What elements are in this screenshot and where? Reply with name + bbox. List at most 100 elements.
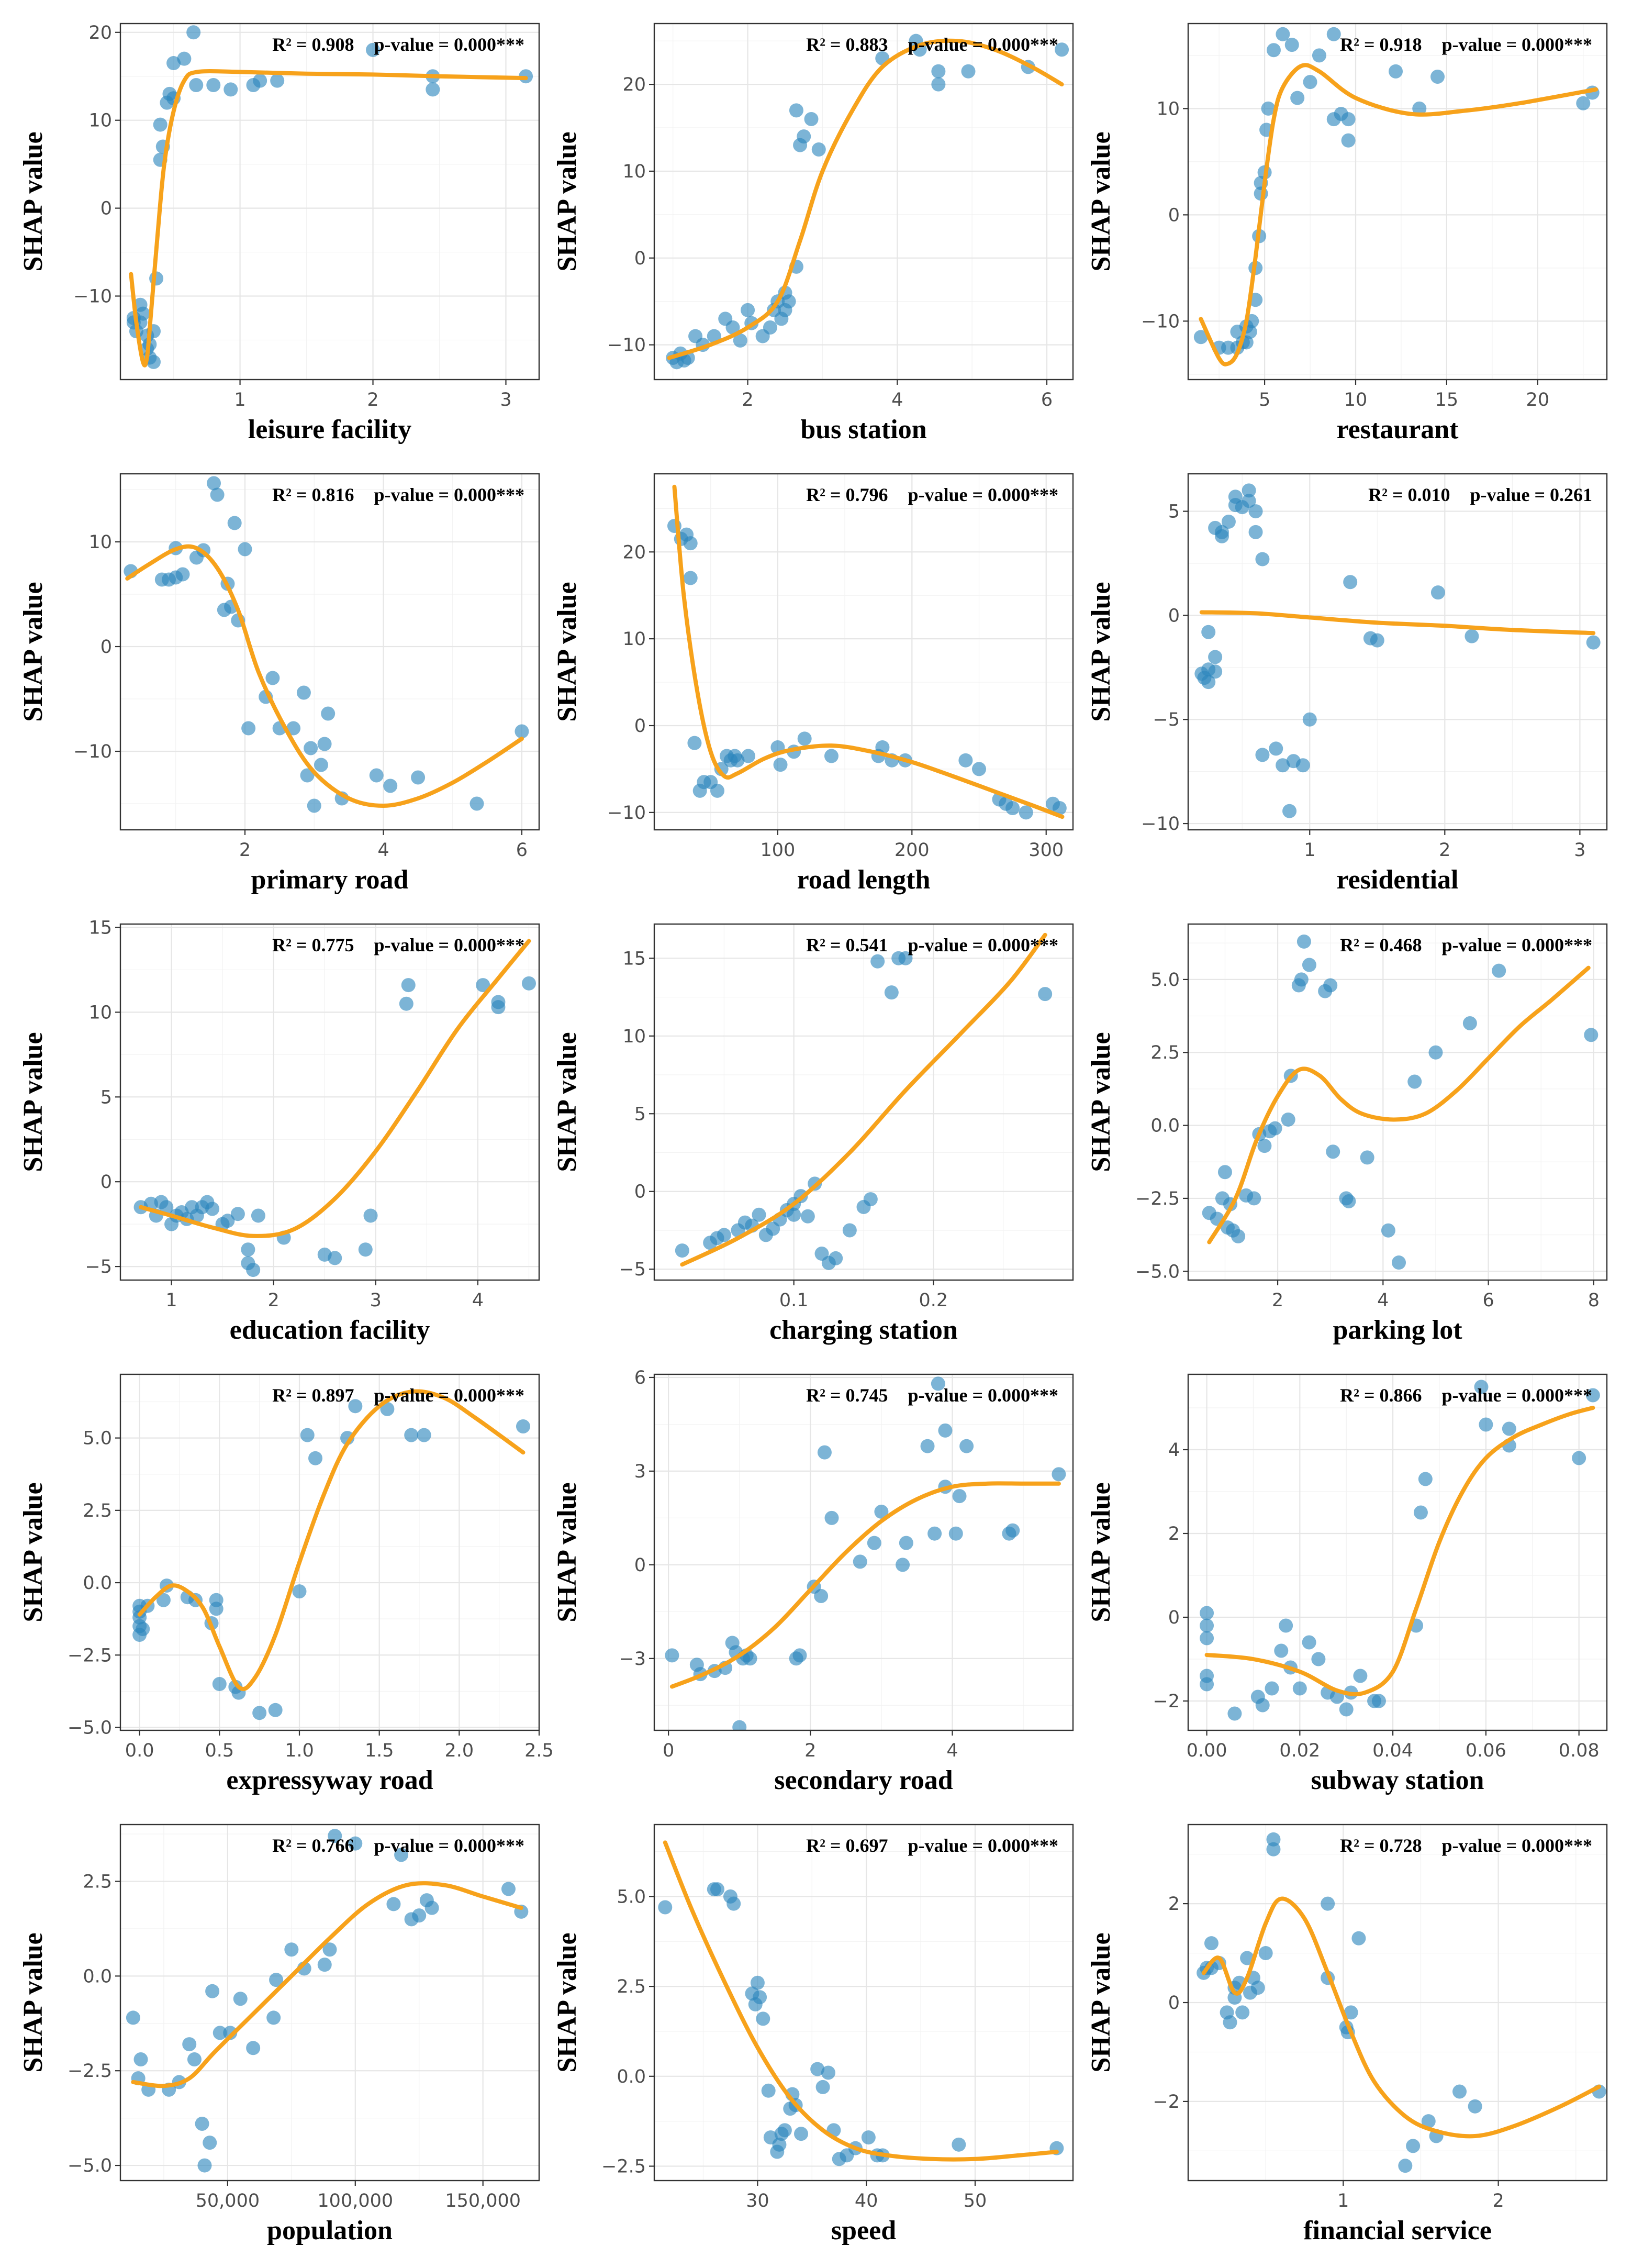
data-point	[1421, 2114, 1436, 2129]
x-tick-label: 4	[472, 1290, 484, 1311]
data-point	[821, 2065, 835, 2080]
data-point	[1584, 1028, 1599, 1042]
fit-curve	[137, 1389, 526, 1692]
y-tick-label: 2.5	[617, 1976, 646, 1997]
x-tick-label: 200	[895, 840, 930, 861]
data-point	[750, 1975, 765, 1990]
fit-curve	[139, 939, 531, 1238]
y-tick-label: 5.0	[1150, 970, 1180, 991]
data-point	[383, 779, 398, 793]
data-point	[241, 721, 256, 736]
data-point	[175, 567, 190, 582]
p-value-text: p-value = 0.000***	[908, 1835, 1058, 1856]
y-tick-label: −2.5	[1135, 1188, 1180, 1209]
data-point	[1398, 2159, 1413, 2173]
data-point	[348, 1399, 363, 1414]
x-axis-label: subway station	[1311, 1765, 1484, 1795]
data-point	[227, 516, 242, 530]
data-point	[399, 996, 413, 1011]
y-tick-label: 0	[1168, 205, 1180, 226]
data-point	[1279, 1618, 1293, 1633]
x-tick-label: 10	[1344, 390, 1368, 410]
data-point	[1302, 1635, 1316, 1650]
data-point	[1261, 101, 1276, 116]
data-point	[1221, 514, 1236, 529]
data-point	[824, 1510, 839, 1525]
x-tick-label: 100,000	[317, 2191, 393, 2211]
data-point	[286, 721, 301, 736]
data-layer	[126, 25, 533, 369]
data-point	[1370, 633, 1384, 648]
data-point	[1406, 2139, 1421, 2153]
data-point	[404, 1428, 419, 1442]
x-tick-label: 2	[1492, 2191, 1504, 2211]
data-point	[321, 706, 336, 721]
data-point	[205, 1202, 220, 1216]
fit-annotation: R² = 0.697 p-value = 0.000***	[806, 1835, 1058, 1856]
data-point	[177, 51, 192, 66]
plot-area	[120, 924, 539, 1280]
data-point	[136, 306, 150, 321]
y-tick-label: 0.0	[83, 1966, 112, 1987]
x-tick-label: 0.04	[1372, 1740, 1413, 1761]
x-tick-label: 2.0	[444, 1740, 474, 1761]
r-squared-text: R² = 0.866	[1340, 1385, 1422, 1406]
data-point	[1418, 1472, 1433, 1486]
data-point	[1360, 1150, 1374, 1165]
data-point	[1465, 629, 1479, 643]
fit-annotation: R² = 0.728 p-value = 0.000***	[1340, 1835, 1592, 1856]
data-point	[307, 798, 321, 813]
data-point	[1311, 1652, 1326, 1666]
data-layer	[1200, 1380, 1600, 1721]
data-point	[220, 1214, 235, 1228]
x-tick-label: 6	[516, 840, 528, 861]
x-tick-label: 1	[1304, 840, 1315, 861]
y-axis-label: SHAP value	[552, 1032, 582, 1172]
data-point	[1462, 1016, 1477, 1031]
x-axis-label: bus station	[800, 415, 926, 444]
y-axis-label: SHAP value	[1086, 582, 1116, 721]
x-tick-label: 2.5	[524, 1740, 554, 1761]
plot-area	[654, 24, 1073, 380]
data-point	[794, 2127, 809, 2141]
y-tick-label: 10	[1156, 98, 1180, 119]
r-squared-text: R² = 0.745	[806, 1385, 888, 1406]
data-point	[491, 995, 506, 1009]
data-point	[961, 64, 976, 79]
data-point	[743, 1651, 757, 1666]
data-point	[348, 1836, 363, 1851]
data-point	[1242, 483, 1256, 498]
data-point	[1201, 625, 1216, 639]
data-point	[804, 112, 819, 126]
data-point	[756, 2011, 770, 2026]
y-tick-label: −5.0	[68, 1717, 112, 1738]
fit-annotation: R² = 0.883 p-value = 0.000***	[806, 34, 1058, 55]
data-point	[270, 73, 285, 88]
data-point	[1005, 1523, 1020, 1538]
x-tick-label: 15	[1435, 390, 1459, 410]
x-tick-label: 6	[1041, 390, 1053, 410]
data-point	[867, 1536, 881, 1550]
data-point	[166, 56, 181, 71]
y-tick-label: 5.0	[617, 1886, 646, 1907]
data-layer	[126, 1829, 529, 2173]
y-tick-label: −2.5	[68, 2061, 112, 2082]
panel-education-facility: 1 2 3 4 −5 0 5 10 15 R² = 0.775 p-value = 0.000***…	[18, 917, 540, 1345]
data-point	[773, 758, 788, 772]
data-layer	[1197, 1832, 1606, 2173]
data-point	[1326, 27, 1341, 41]
x-tick-label: 30	[746, 2191, 769, 2211]
data-point	[752, 1207, 766, 1222]
p-value-text: p-value = 0.000***	[374, 34, 524, 55]
data-point	[1266, 43, 1281, 58]
y-axis-label: SHAP value	[1086, 131, 1116, 271]
data-point	[931, 77, 946, 92]
data-point	[1585, 1388, 1600, 1403]
data-point	[1227, 1706, 1242, 1721]
data-point	[252, 1706, 267, 1720]
data-point	[1502, 1421, 1516, 1436]
y-axis-label: SHAP value	[552, 582, 582, 721]
fit-annotation: R² = 0.541 p-value = 0.000***	[806, 935, 1058, 955]
x-tick-label: 3	[370, 1290, 382, 1311]
panel-financial-service: 1 2 −2 0 2 R² = 0.728 p-value = 0.000*** financ…	[1086, 1824, 1608, 2245]
